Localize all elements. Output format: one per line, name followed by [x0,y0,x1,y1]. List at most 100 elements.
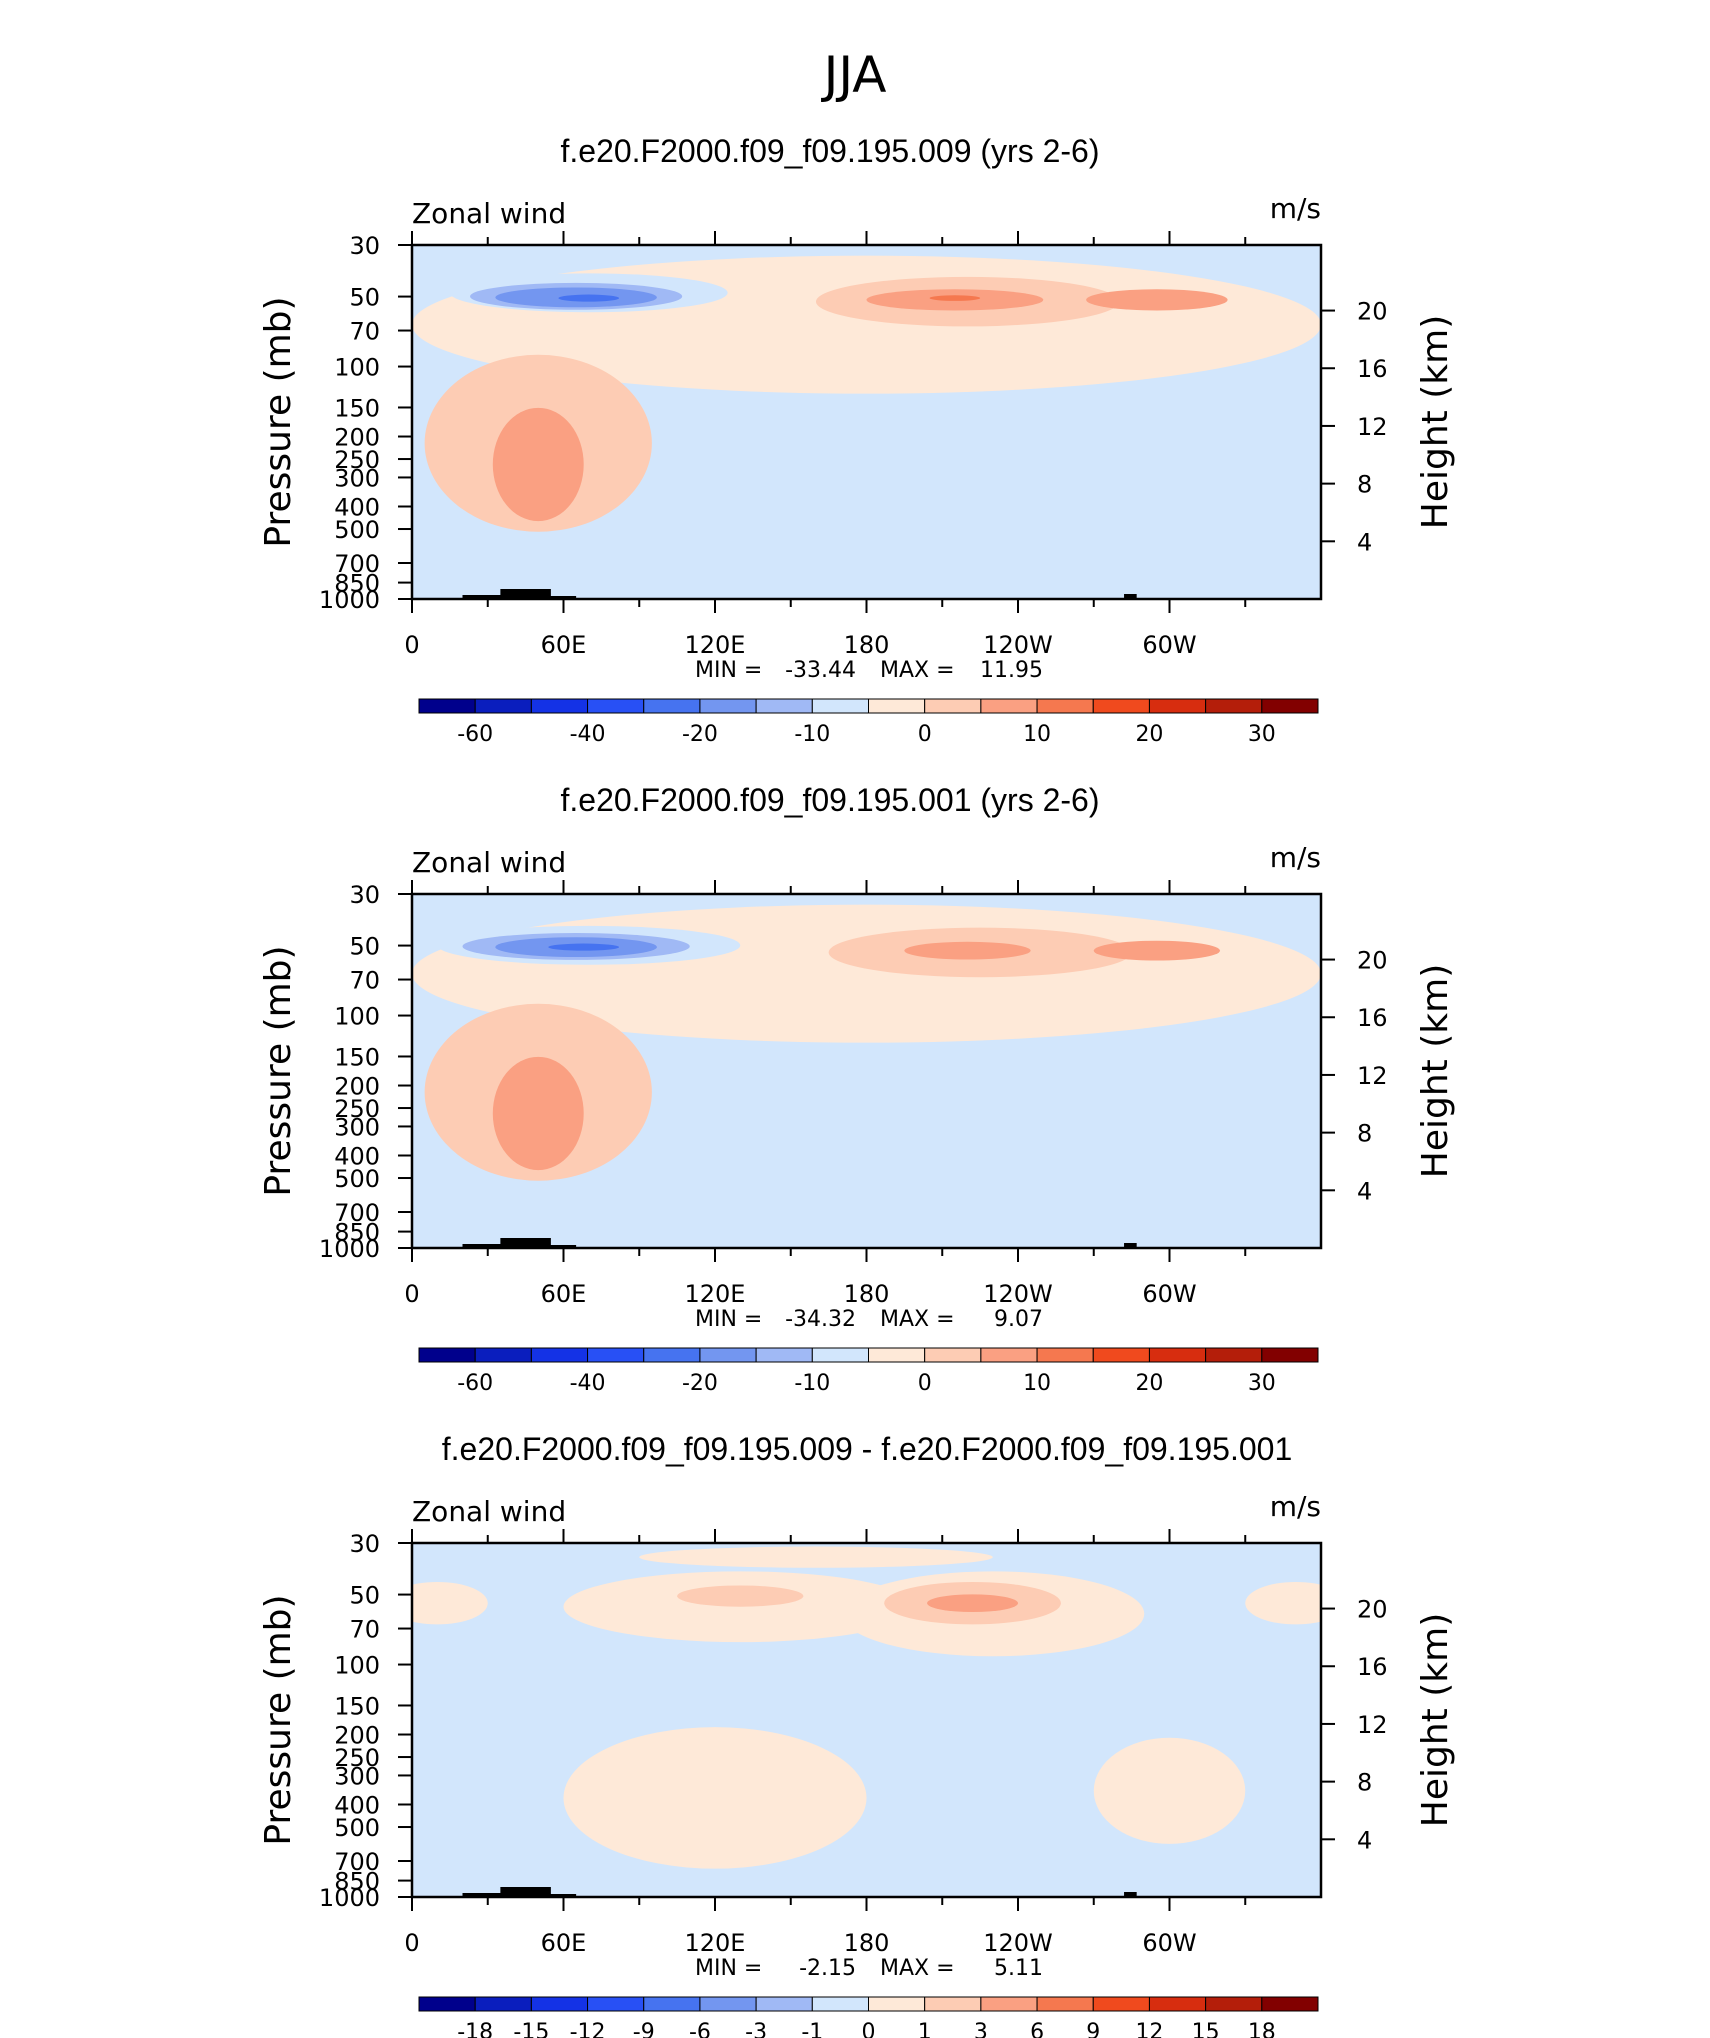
colorbar-label: 30 [1248,722,1276,747]
y-tick-label: 70 [349,967,380,995]
colorbar-swatch [587,1347,645,1363]
x-tick-label: 120W [983,631,1053,659]
colorbar-swatch [868,1347,926,1363]
contour-region-11 [891,1193,1044,1218]
x-tick-label: 60E [541,1929,587,1957]
x-tick-label: 60W [1142,1280,1196,1308]
panel-1-max-label: MAX = [880,658,955,683]
colorbar-swatch [587,1996,645,2012]
colorbar-swatch [530,1996,589,2012]
colorbar-swatch [1148,1347,1207,1363]
contour-region-8 [1086,289,1228,311]
topography-andes [1124,594,1137,599]
colorbar-label: -10 [794,1371,830,1396]
panel-1-colorbar: -60 -40 -20 -10 0 10 20 30 [418,698,1319,747]
x-tick-label: 120W [983,1929,1053,1957]
contour-region-10 [492,1056,584,1171]
y-tick-label: 150 [334,1043,380,1071]
contour-fills [412,894,1321,1248]
y-tick-label: 300 [334,1762,380,1790]
panel-3-y2-axis-label: Height (km) [1415,1613,1456,1827]
colorbar-swatch [643,1347,701,1363]
colorbar-swatch [924,1347,982,1363]
colorbar-label: 9 [1086,2020,1100,2038]
panel-2-max-label: MAX = [880,1307,955,1332]
colorbar-label: 15 [1192,2020,1220,2038]
colorbar-swatch [643,1996,701,2012]
y-tick-label: 500 [334,516,380,544]
x-tick-label: 180 [844,631,890,659]
colorbar-label: -40 [570,1371,606,1396]
panel-1-y2-axis-label: Height (km) [1415,315,1456,529]
y-tick-label: 1000 [319,1235,380,1263]
colorbar-swatch [1205,1996,1263,2012]
colorbar-swatch [1205,1347,1263,1363]
colorbar-swatch [1036,1347,1094,1363]
y2-tick-label: 12 [1357,413,1388,441]
colorbar-swatch [1092,1347,1150,1363]
colorbar-swatch [1092,698,1150,714]
contour-region-8 [1093,940,1220,961]
y-tick-label: 50 [349,1582,380,1610]
colorbar-label: 6 [1030,2020,1044,2038]
colorbar-swatch [1148,1996,1207,2012]
contour-region-5 [548,943,620,951]
x-tick-label: 120E [685,631,746,659]
contour-region-5 [558,294,620,302]
colorbar-label: -20 [682,722,718,747]
topography-asia [462,589,577,599]
contour-region-8 [927,1594,1018,1613]
contour-region-10 [563,1727,867,1869]
colorbar-label: -9 [633,2020,655,2038]
panel-1-max-value: 11.95 [980,658,1043,683]
panel-2-colorbar: -60 -40 -20 -10 0 10 20 30 [418,1347,1319,1396]
panel-1-min-value: -33.44 [785,658,856,683]
colorbar-label: -12 [570,2020,606,2038]
y2-tick-label: 20 [1357,1596,1388,1624]
colorbar-label: -3 [745,2020,767,2038]
y-tick-label: 150 [334,394,380,422]
colorbar-swatch [474,698,532,714]
panel-2-y-axis-label: Pressure (mb) [258,945,299,1196]
colorbar-label: 0 [918,722,932,747]
colorbar-label: 1 [918,2020,932,2038]
contour-region-11 [492,407,584,522]
panel-1-units-label: m/s [1270,192,1321,225]
y-tick-label: 100 [334,354,380,382]
y-tick-label: 100 [334,1652,380,1680]
colorbar-swatch [755,1996,813,2012]
colorbar-swatch [1036,1996,1094,2012]
figure-title: JJA [821,46,887,104]
y-tick-label: 850 [334,1868,380,1896]
y2-tick-label: 16 [1357,355,1388,383]
x-tick-label: 60E [541,1280,587,1308]
colorbar-label: 20 [1135,1371,1163,1396]
panel-1-title: f.e20.F2000.f09_f09.195.009 (yrs 2-6) [560,133,1099,169]
y-tick-label: 1000 [319,1884,380,1912]
contour-fills [412,1543,1321,1897]
panel-1-y-axis-label: Pressure (mb) [258,296,299,547]
colorbar-swatch [811,1347,869,1363]
colorbar-label: -15 [513,2020,549,2038]
panel-2-min-value: -34.32 [785,1307,856,1332]
x-tick-label: 0 [404,1280,419,1308]
panel-3-max-value: 5.11 [994,1956,1043,1981]
topography-asia [462,1887,577,1897]
y2-tick-label: 4 [1357,528,1372,556]
panel-3-min-value: -2.15 [799,1956,856,1981]
y2-tick-label: 20 [1357,298,1388,326]
x-tick-label: 0 [404,631,419,659]
panel-3-units-label: m/s [1270,1490,1321,1523]
y-tick-label: 400 [334,493,380,521]
panel-3-plot-area: 0 60E 120E 180 120W 60W3050701001502002503004… [319,1529,1388,1957]
colorbar-swatch [699,698,757,714]
colorbar-label: 12 [1135,2020,1163,2038]
colorbar-swatch [474,1996,532,2012]
y-tick-label: 70 [349,1616,380,1644]
panel-1-plot-area: 0 60E 120E 180 120W 60W3050701001502002503004… [319,231,1388,659]
colorbar-label: -20 [682,1371,718,1396]
y2-tick-label: 16 [1357,1653,1388,1681]
colorbar-swatch [643,698,701,714]
panel-2-title: f.e20.F2000.f09_f09.195.001 (yrs 2-6) [560,782,1099,818]
x-tick-label: 120E [685,1280,746,1308]
